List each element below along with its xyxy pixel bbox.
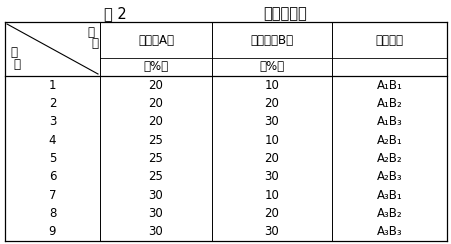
Text: 30: 30: [264, 170, 279, 183]
Text: 25: 25: [148, 134, 163, 147]
Text: 30: 30: [148, 189, 163, 202]
Text: 20: 20: [148, 79, 163, 92]
Text: 10: 10: [264, 189, 279, 202]
Text: （%）: （%）: [143, 61, 168, 73]
Text: 6: 6: [49, 170, 56, 183]
Text: 中草药（B）: 中草药（B）: [250, 33, 293, 47]
Text: （%）: （%）: [259, 61, 284, 73]
Text: 30: 30: [148, 225, 163, 238]
Text: 水平组合: 水平组合: [375, 33, 403, 47]
Text: 4: 4: [49, 134, 56, 147]
Text: 5: 5: [49, 152, 56, 165]
Text: A₃B₂: A₃B₂: [376, 207, 401, 220]
Text: 正交试验表: 正交试验表: [262, 6, 306, 21]
Text: A₃B₃: A₃B₃: [376, 225, 401, 238]
Text: 号: 号: [13, 58, 20, 71]
Text: 1: 1: [49, 79, 56, 92]
Text: 7: 7: [49, 189, 56, 202]
Text: 20: 20: [264, 152, 279, 165]
Text: 9: 9: [49, 225, 56, 238]
Text: 25: 25: [148, 152, 163, 165]
Text: 2: 2: [49, 97, 56, 110]
Text: 8: 8: [49, 207, 56, 220]
Text: A₃B₁: A₃B₁: [376, 189, 401, 202]
Text: 30: 30: [148, 207, 163, 220]
Text: 因: 因: [87, 26, 94, 39]
Text: 20: 20: [148, 115, 163, 128]
Text: 30: 30: [264, 115, 279, 128]
Text: A₂B₂: A₂B₂: [376, 152, 401, 165]
Text: A₁B₁: A₁B₁: [376, 79, 401, 92]
Text: 20: 20: [148, 97, 163, 110]
Text: 素: 素: [91, 37, 98, 50]
Text: 3: 3: [49, 115, 56, 128]
Text: A₁B₃: A₁B₃: [376, 115, 401, 128]
Text: 样: 样: [10, 46, 17, 59]
Text: 20: 20: [264, 97, 279, 110]
Text: 蜂胶（A）: 蜂胶（A）: [138, 33, 174, 47]
Text: 表 2: 表 2: [103, 6, 126, 21]
Text: A₁B₂: A₁B₂: [376, 97, 401, 110]
Text: 30: 30: [264, 225, 279, 238]
Text: 10: 10: [264, 134, 279, 147]
Text: A₂B₃: A₂B₃: [376, 170, 401, 183]
Text: 20: 20: [264, 207, 279, 220]
Text: 25: 25: [148, 170, 163, 183]
Text: A₂B₁: A₂B₁: [376, 134, 401, 147]
Text: 10: 10: [264, 79, 279, 92]
